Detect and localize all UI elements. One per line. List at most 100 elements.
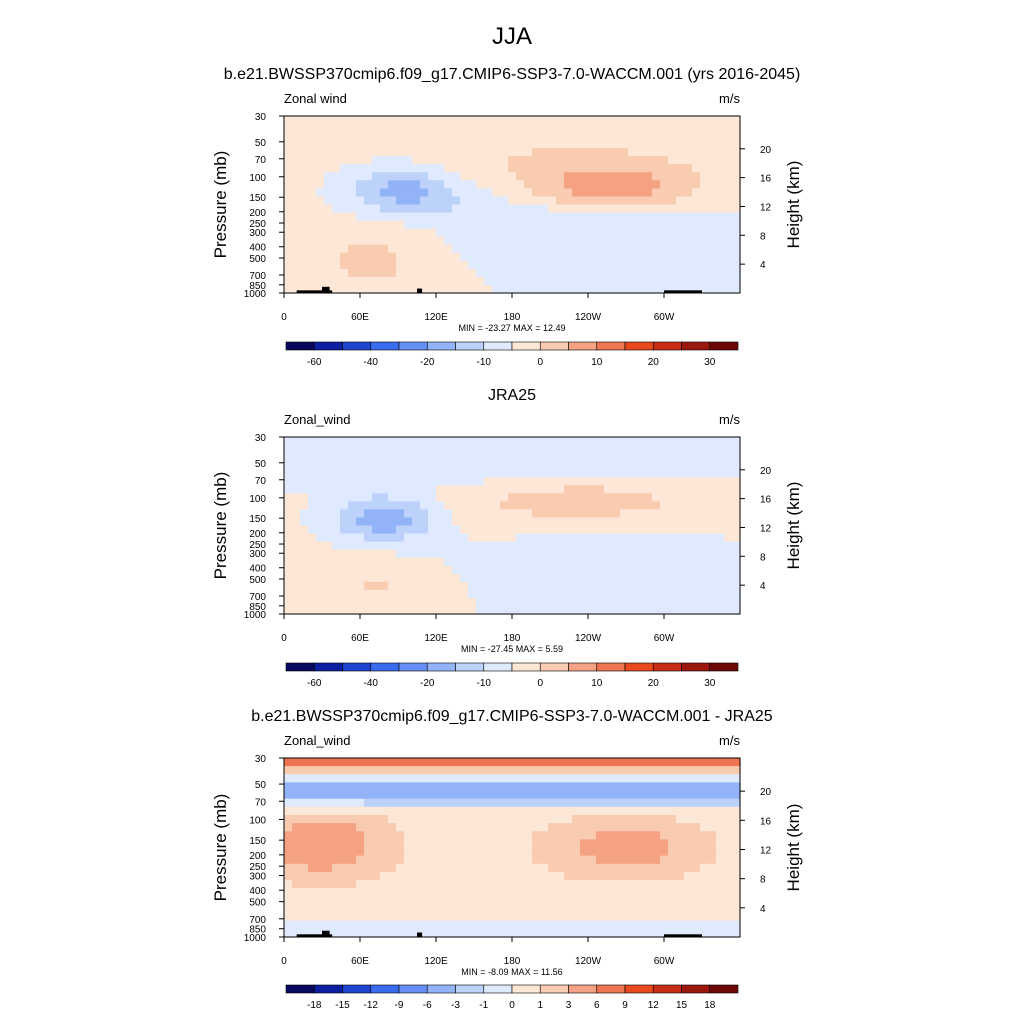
field-cell <box>300 766 309 775</box>
field-cell <box>708 806 717 816</box>
field-cell <box>300 863 309 873</box>
field-cell <box>732 533 741 543</box>
field-cell <box>636 228 645 238</box>
field-cell <box>436 766 445 775</box>
field-cell <box>644 188 653 198</box>
field-cell <box>484 928 493 938</box>
field-cell <box>644 758 653 767</box>
field-cell <box>564 228 573 238</box>
field-cell <box>684 847 693 857</box>
field-cell <box>628 260 637 270</box>
field-cell <box>476 132 485 141</box>
field-cell <box>380 188 389 198</box>
field-cell <box>628 798 637 808</box>
field-cell <box>732 871 741 881</box>
field-cell <box>684 605 693 615</box>
field-cell <box>684 276 693 286</box>
field-cell <box>708 477 717 486</box>
field-cell <box>316 124 325 133</box>
field-cell <box>428 212 437 222</box>
field-cell <box>484 847 493 857</box>
field-cell <box>420 172 429 181</box>
field-cell <box>452 896 461 906</box>
field-cell <box>284 888 293 897</box>
field-cell <box>492 581 501 591</box>
field-cell <box>700 453 709 462</box>
field-cell <box>308 493 317 502</box>
field-cell <box>596 148 605 157</box>
field-cell <box>660 758 669 767</box>
field-cell <box>636 525 645 535</box>
field-cell <box>548 268 557 278</box>
field-cell <box>468 156 477 165</box>
field-cell <box>588 164 597 173</box>
field-cell <box>524 284 533 294</box>
field-cell <box>372 437 381 446</box>
field-cell <box>700 509 709 519</box>
field-cell <box>532 228 541 238</box>
field-cell <box>724 268 733 278</box>
field-cell <box>324 880 333 889</box>
field-cell <box>668 284 677 294</box>
y-axis-label: Pressure (mb) <box>211 151 230 259</box>
field-cell <box>700 148 709 157</box>
field-cell <box>620 928 629 938</box>
field-cell <box>652 212 661 222</box>
field-cell <box>652 782 661 792</box>
field-cell <box>380 517 389 527</box>
field-cell <box>420 863 429 873</box>
field-cell <box>300 260 309 270</box>
field-cell <box>652 236 661 246</box>
field-cell <box>348 557 357 567</box>
field-cell <box>420 268 429 278</box>
field-cell <box>396 814 405 824</box>
field-cell <box>428 831 437 840</box>
field-cell <box>324 501 333 511</box>
field-cell <box>716 236 725 246</box>
field-cell <box>316 549 325 559</box>
field-cell <box>508 581 517 591</box>
field-cell <box>468 880 477 889</box>
field-cell <box>380 437 389 446</box>
field-cell <box>708 888 717 897</box>
field-cell <box>692 880 701 889</box>
field-cell <box>396 260 405 270</box>
field-cell <box>316 284 325 294</box>
field-cell <box>324 831 333 840</box>
field-cell <box>644 847 653 857</box>
field-cell <box>492 823 501 832</box>
field-cell <box>524 533 533 543</box>
field-cell <box>324 172 333 181</box>
field-cell <box>348 260 357 270</box>
field-cell <box>652 124 661 133</box>
field-cell <box>652 252 661 262</box>
field-cell <box>676 880 685 889</box>
field-cell <box>588 204 597 214</box>
field-cell <box>684 461 693 470</box>
field-cell <box>516 453 525 462</box>
field-cell <box>548 284 557 294</box>
field-cell <box>492 839 501 849</box>
field-cell <box>356 148 365 157</box>
field-cell <box>492 469 501 478</box>
field-cell <box>468 164 477 173</box>
field-cell <box>444 920 453 930</box>
field-cell <box>556 517 565 527</box>
field-cell <box>516 766 525 775</box>
field-cell <box>364 782 373 792</box>
field-cell <box>708 180 717 190</box>
field-cell <box>476 236 485 246</box>
field-cell <box>508 485 517 494</box>
field-cell <box>468 790 477 800</box>
field-cell <box>692 228 701 238</box>
field-cell <box>612 260 621 270</box>
field-cell <box>412 589 421 599</box>
field-cell <box>540 220 549 230</box>
field-cell <box>508 904 517 914</box>
field-cell <box>620 533 629 543</box>
field-cell <box>340 798 349 808</box>
field-cell <box>468 904 477 914</box>
field-cell <box>604 236 613 246</box>
field-cell <box>724 180 733 190</box>
min-max-stats: MIN = -27.45 MAX = 5.59 <box>461 644 563 654</box>
